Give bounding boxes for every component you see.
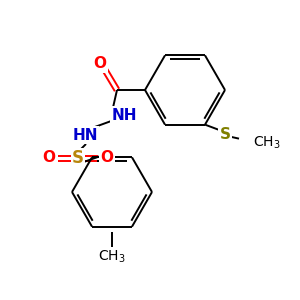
Text: NH: NH: [111, 107, 137, 122]
Text: O: O: [43, 151, 56, 166]
Text: CH$_3$: CH$_3$: [253, 134, 280, 151]
Text: S: S: [220, 127, 230, 142]
Text: O: O: [94, 56, 106, 71]
Text: CH$_3$: CH$_3$: [98, 249, 126, 265]
Text: HN: HN: [72, 128, 98, 142]
Text: O: O: [100, 151, 113, 166]
Text: S: S: [72, 149, 84, 167]
